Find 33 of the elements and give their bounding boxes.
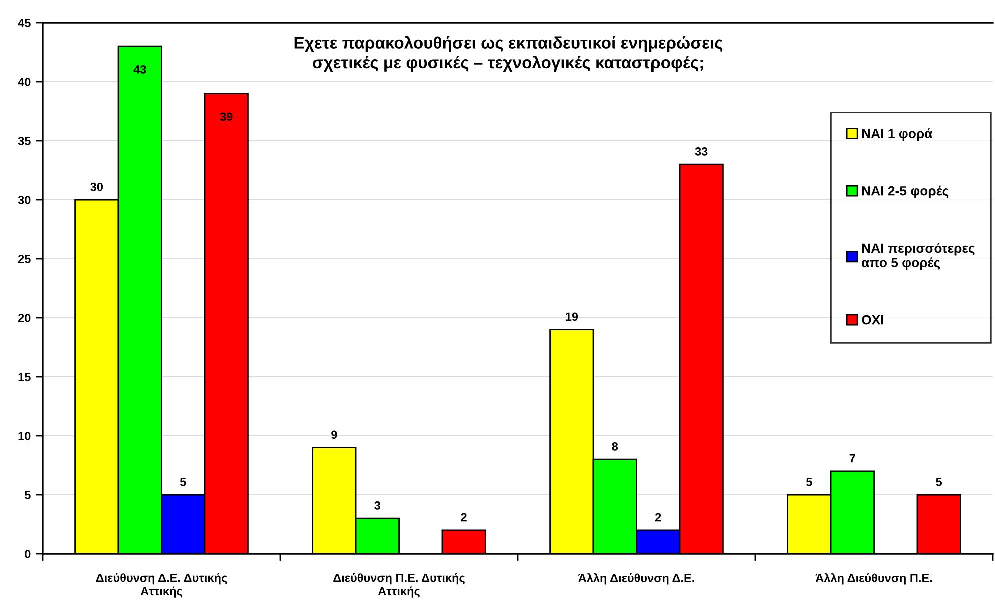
y-tick-label: 45 xyxy=(18,19,31,28)
y-tick-label: 15 xyxy=(18,373,31,382)
legend-label: ΝΑΙ 2-5 φορές xyxy=(862,186,949,198)
legend-label: ΟΧΙ xyxy=(862,315,884,325)
data-label: 7 xyxy=(850,454,856,463)
x-tick-label: Άλλη Διεύθυνση Π.Ε. xyxy=(816,573,932,585)
y-tick-label: 20 xyxy=(18,314,31,322)
x-tick-label: Άλλη Διεύθυνση Δ.Ε. xyxy=(578,573,694,585)
data-label: 2 xyxy=(461,513,467,522)
data-label: 19 xyxy=(566,312,578,322)
data-label: 43 xyxy=(134,65,146,74)
data-label: 33 xyxy=(695,148,708,156)
x-tick-label: Διεύθυνση Π.Ε. Δυτικής Αττικής xyxy=(334,573,465,598)
data-label: 9 xyxy=(332,430,338,440)
data-label: 5 xyxy=(180,478,186,486)
y-tick-label: 35 xyxy=(18,137,31,146)
data-label: 2 xyxy=(655,513,662,522)
y-tick-label: 5 xyxy=(24,491,31,500)
legend-label: ΝΑΙ περισσότερες απο 5 φορές xyxy=(862,243,975,270)
text: Εχετε παρακολουθήσει ως εκπαιδευτικοί ενημερώσεις σχετικές με φυσικές – τεχνολογικές καταστροφές; xyxy=(294,36,723,72)
data-label: 8 xyxy=(612,442,618,451)
y-tick-label: 40 xyxy=(18,78,31,86)
legend-label: ΝΑΙ 1 φορά xyxy=(862,128,933,142)
y-tick-label: 30 xyxy=(18,196,31,204)
data-label: 3 xyxy=(374,502,380,510)
y-tick-label: 10 xyxy=(18,432,31,440)
y-tick-label: 25 xyxy=(18,255,31,264)
data-label: 5 xyxy=(936,478,942,486)
data-label: 39 xyxy=(220,112,233,122)
data-label: 5 xyxy=(806,478,812,486)
x-tick-label: Διεύθυνση Δ.Ε. Δυτικής Αττικής xyxy=(96,573,228,598)
y-tick-label: 0 xyxy=(25,550,31,558)
data-label: 30 xyxy=(90,182,103,192)
